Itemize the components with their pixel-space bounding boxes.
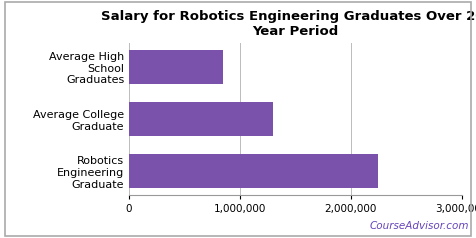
Title: Salary for Robotics Engineering Graduates Over 20-
Year Period: Salary for Robotics Engineering Graduate…: [100, 10, 476, 38]
Bar: [129, 102, 273, 136]
Text: CourseAdvisor.com: CourseAdvisor.com: [369, 221, 469, 231]
Bar: [129, 154, 378, 188]
Bar: [129, 50, 223, 84]
